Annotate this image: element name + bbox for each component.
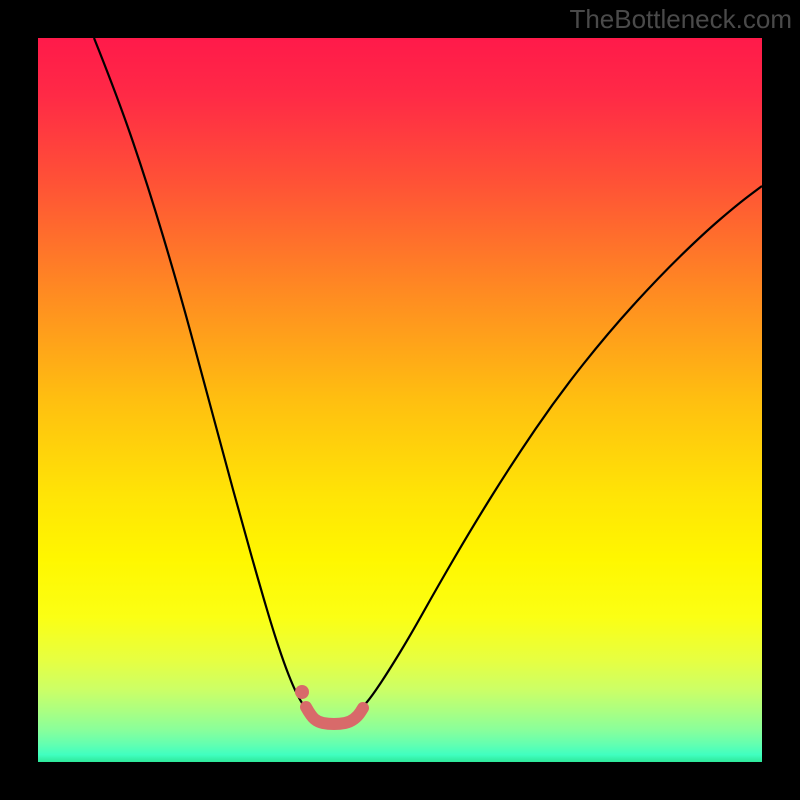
chart-svg (38, 38, 762, 762)
plot-area (38, 38, 762, 762)
accent-dot (295, 685, 309, 699)
right-curve (356, 186, 762, 714)
left-curve (94, 38, 310, 714)
watermark-text: TheBottleneck.com (569, 4, 792, 35)
accent-u-segment (306, 707, 363, 724)
